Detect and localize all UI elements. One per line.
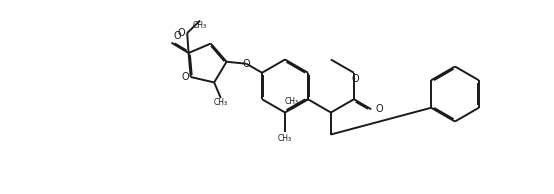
Text: CH₃: CH₃ (193, 21, 207, 29)
Text: O: O (177, 28, 185, 38)
Text: O: O (351, 74, 358, 84)
Text: O: O (173, 31, 181, 41)
Text: O: O (243, 59, 250, 69)
Text: CH₃: CH₃ (284, 97, 299, 106)
Text: CH₃: CH₃ (278, 134, 292, 143)
Text: O: O (375, 104, 383, 114)
Text: CH₃: CH₃ (214, 98, 228, 107)
Text: O: O (181, 72, 189, 82)
